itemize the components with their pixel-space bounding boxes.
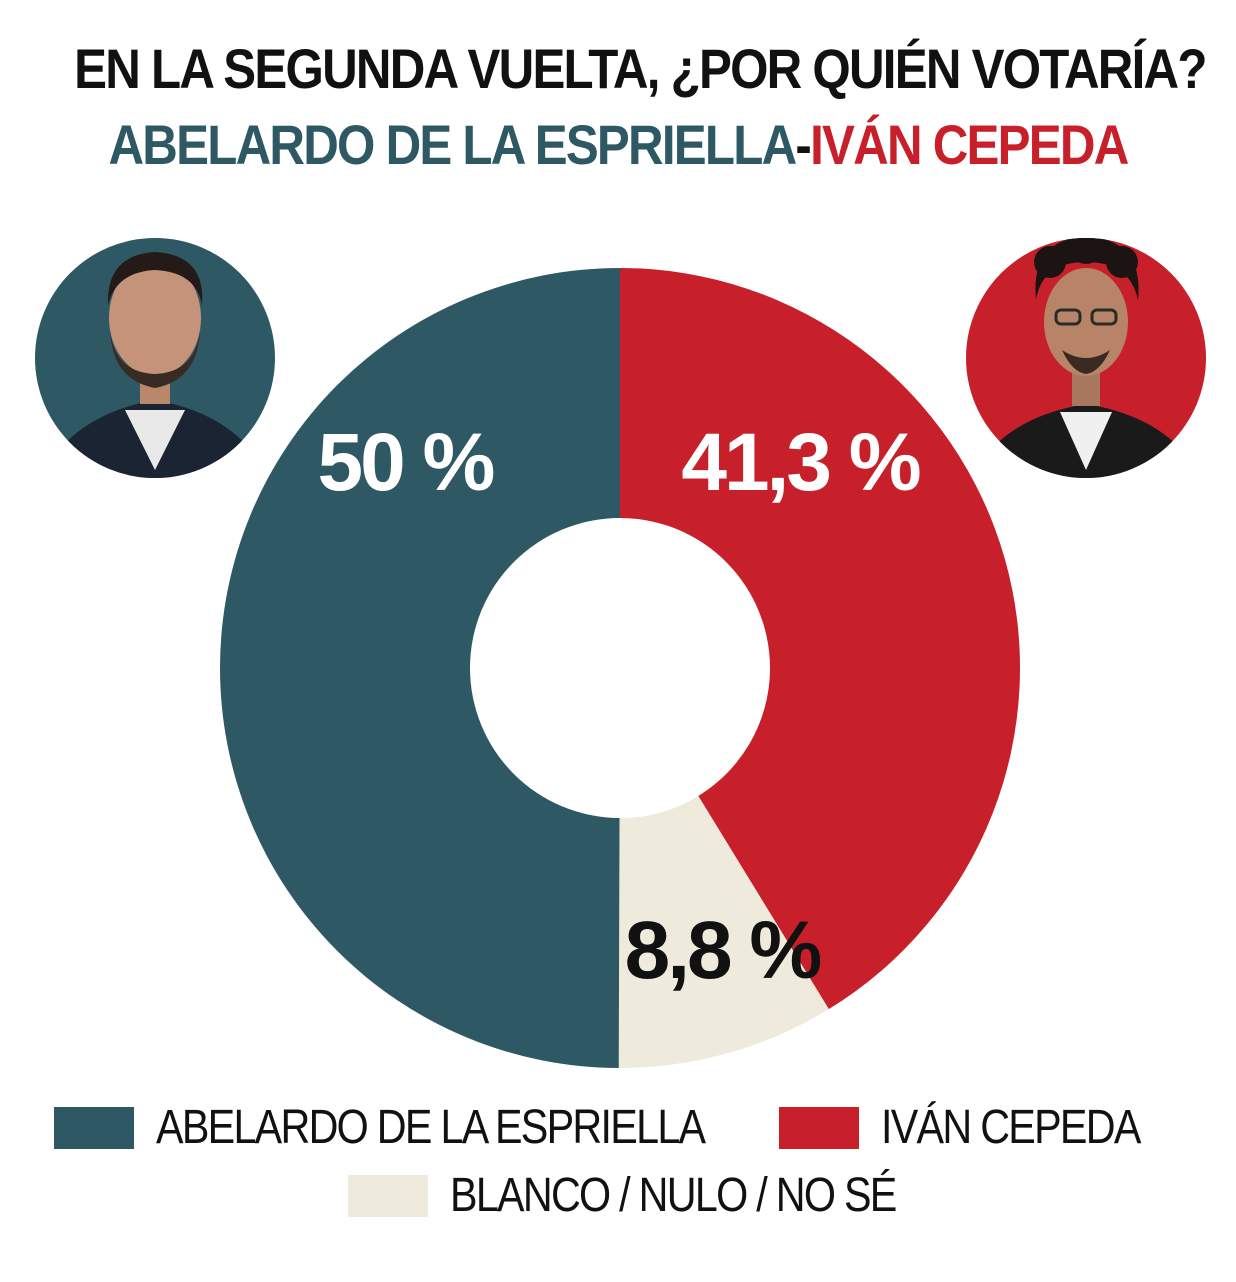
data-label-cepeda: 41,3 % (681, 417, 919, 508)
legend-swatch-cepeda (779, 1106, 860, 1149)
chart-subtitle: ABELARDO DE LA ESPRIELLA-IVÁN CEPEDA (74, 112, 1162, 177)
subtitle-cepeda: IVÁN CEPEDA (810, 113, 1129, 176)
legend-item-abelardo: ABELARDO DE LA ESPRIELLA (53, 1100, 794, 1155)
legend-swatch-blanco (347, 1174, 428, 1217)
abelardo-photo (35, 238, 275, 478)
data-label-abelardo: 50 % (318, 417, 494, 508)
legend-label-cepeda: IVÁN CEPEDA (881, 1101, 1141, 1154)
subtitle-abelardo: ABELARDO DE LA ESPRIELLA (108, 113, 797, 176)
legend-row-2: BLANCO / NULO / NO SÉ (0, 1168, 1236, 1223)
data-label-blanco: 8,8 % (625, 905, 821, 996)
donut-slices (220, 268, 1020, 1068)
legend-label-abelardo: ABELARDO DE LA ESPRIELLA (155, 1101, 706, 1154)
slice-blanco (618, 795, 829, 1068)
legend-item-blanco: BLANCO / NULO / NO SÉ (347, 1168, 968, 1223)
subtitle-separator: - (795, 113, 811, 176)
legend-swatch-abelardo (53, 1106, 134, 1149)
slice-abelardo (220, 268, 620, 1068)
legend-row-1: ABELARDO DE LA ESPRIELLA IVÁN CEPEDA (0, 1100, 1236, 1155)
slice-cepeda (620, 268, 1020, 1010)
donut-data-labels: 50 % 41,3 % 8,8 % (318, 417, 923, 996)
title-line-1: EN LA SEGUNDA VUELTA, ¿POR QUIÉN VOTARÍA… (74, 37, 1207, 100)
chart-title: EN LA SEGUNDA VUELTA, ¿POR QUIÉN VOTARÍA… (74, 36, 1207, 101)
legend-label-blanco: BLANCO / NULO / NO SÉ (449, 1169, 897, 1222)
cepeda-photo (966, 238, 1206, 478)
legend-item-cepeda: IVÁN CEPEDA (779, 1100, 1182, 1155)
